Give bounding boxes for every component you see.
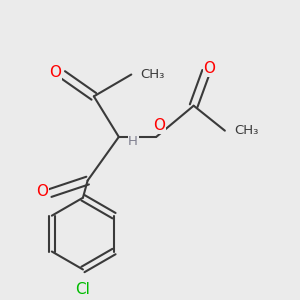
Text: H: H	[128, 135, 138, 148]
Text: O: O	[203, 61, 215, 76]
Text: O: O	[49, 65, 61, 80]
Text: CH₃: CH₃	[141, 68, 165, 81]
Text: Cl: Cl	[76, 282, 90, 297]
Text: O: O	[36, 184, 48, 199]
Text: CH₃: CH₃	[234, 124, 259, 137]
Text: O: O	[153, 118, 165, 134]
